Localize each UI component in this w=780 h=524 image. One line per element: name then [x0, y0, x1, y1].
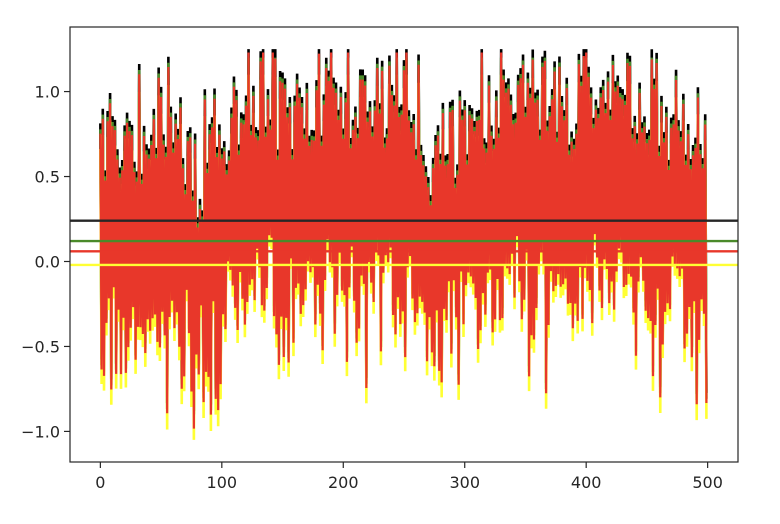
plot-frame: [69, 26, 739, 463]
y-tick-label: 1.0: [35, 83, 60, 102]
x-tick-label: 200: [328, 473, 359, 492]
y-tick-label: 0.5: [35, 168, 60, 187]
y-axis: −1.0 −0.5 0.0 0.5 1.0: [21, 83, 70, 441]
x-tick-label: 400: [571, 473, 602, 492]
x-tick-label: 500: [692, 473, 723, 492]
x-tick-label: 100: [207, 473, 238, 492]
y-tick-label: 0.0: [35, 252, 60, 271]
y-tick-label: −1.0: [21, 422, 60, 441]
y-tick-label: −0.5: [21, 337, 60, 356]
x-axis: 0 100 200 300 400 500: [95, 462, 723, 492]
x-tick-label: 300: [449, 473, 480, 492]
series-layer: [99, 49, 708, 440]
reference-lines: [70, 219, 738, 267]
x-tick-label: 0: [95, 473, 105, 492]
series-line-4: [99, 52, 708, 429]
